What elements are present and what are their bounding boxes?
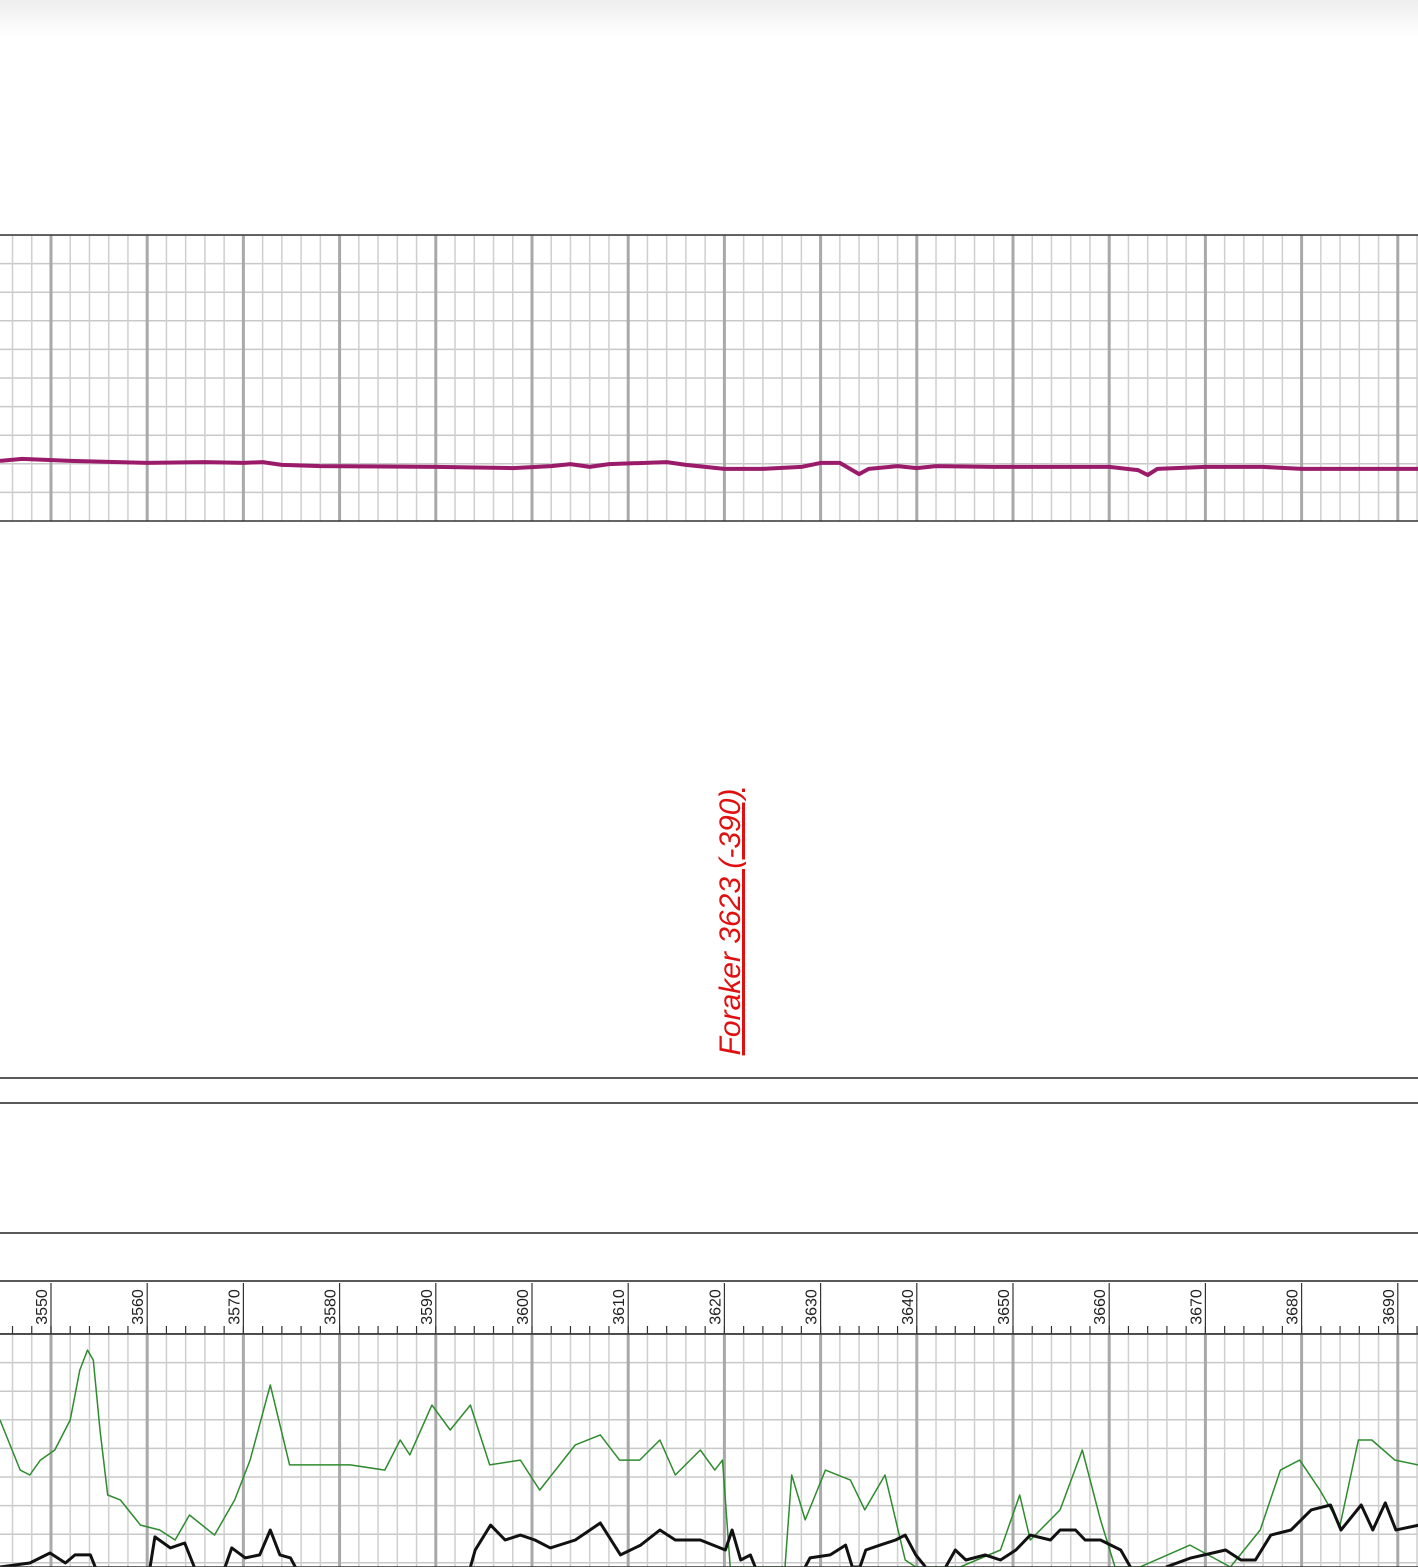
log-curve — [0, 1501, 1418, 1567]
depth-label: 3650 — [996, 1289, 1013, 1325]
depth-label: 3590 — [419, 1289, 436, 1325]
depth-label: 3620 — [707, 1289, 724, 1325]
header-bar — [0, 0, 1418, 38]
depth-label: 3570 — [226, 1289, 243, 1325]
depth-label: 3560 — [130, 1289, 147, 1325]
depth-label: 3670 — [1188, 1289, 1205, 1325]
depth-label: 3550 — [34, 1289, 51, 1325]
depth-label: 3640 — [900, 1289, 917, 1325]
formation-top-label: Foraker 3623 (-390) — [714, 789, 747, 1056]
depth-label: 3690 — [1381, 1289, 1398, 1325]
track — [0, 235, 1418, 521]
log-curve — [0, 456, 1418, 477]
depth-label: 3660 — [1092, 1289, 1109, 1325]
depth-label: 3580 — [323, 1289, 340, 1325]
depth-label: 3630 — [804, 1289, 821, 1325]
track-frame — [0, 234, 1418, 522]
log-curve — [0, 1349, 1418, 1567]
depth-label: 3600 — [515, 1289, 532, 1325]
track-frame — [0, 1333, 1418, 1567]
track — [0, 1334, 1418, 1567]
depth-label: 3680 — [1285, 1289, 1302, 1325]
depth-label: 3610 — [611, 1289, 628, 1325]
